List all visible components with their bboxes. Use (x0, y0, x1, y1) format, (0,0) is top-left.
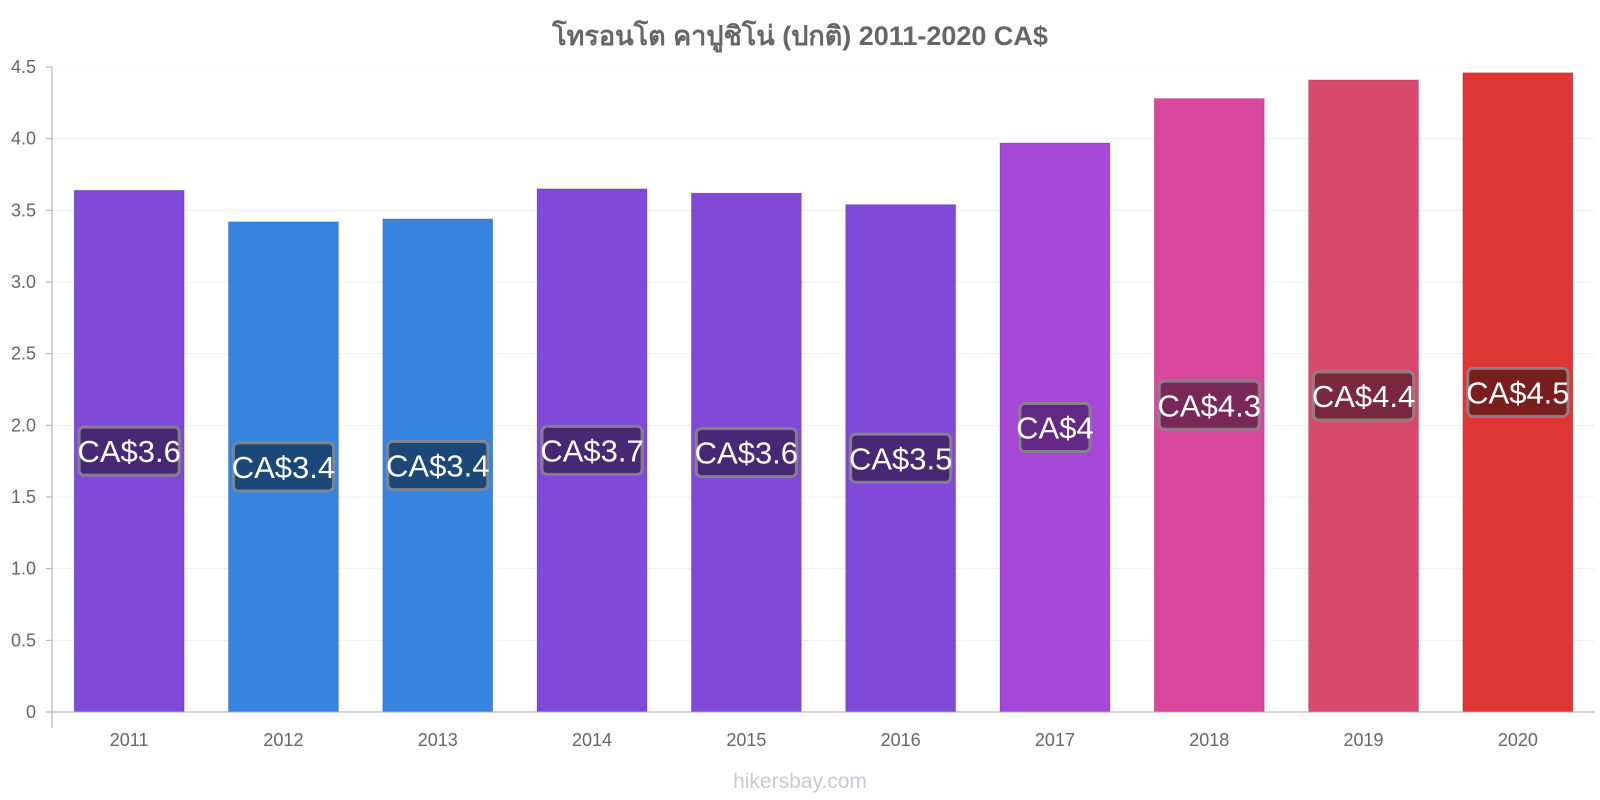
x-tick-label: 2019 (1344, 730, 1384, 750)
y-tick-label: 4.5 (11, 57, 36, 77)
data-label: CA$3.5 (849, 441, 952, 476)
data-label: CA$3.4 (232, 450, 335, 485)
y-tick-label: 2.0 (11, 415, 36, 435)
data-label: CA$4.5 (1466, 375, 1569, 410)
y-tick-label: 3.0 (11, 272, 36, 292)
data-label-box (1312, 370, 1416, 422)
axes: 0 0.5 1.0 1.5 2.0 2.5 3.0 3.5 4.0 4.5 2011 2012 2013… (11, 57, 1595, 750)
data-label-box (540, 424, 644, 476)
data-label: CA$4 (1016, 410, 1094, 445)
data-label-box (694, 427, 798, 479)
data-label: CA$4.3 (1158, 388, 1261, 423)
x-tick-label: 2013 (418, 730, 458, 750)
data-label-box (386, 439, 490, 491)
data-label-box (231, 441, 335, 493)
watermark: hikersbay.com (733, 770, 867, 793)
chart-title: โทรอนโต คาปูชิโน่ (ปกติ) 2011-2020 CA$ (552, 21, 1048, 51)
data-label: CA$3.4 (386, 448, 489, 483)
data-label-box (1018, 401, 1092, 453)
data-labels: CA$3.6 CA$3.4 CA$3.4 CA$3.7 CA$3.6 CA$3.5 CA$4… (77, 366, 1570, 493)
x-tick-label: 2020 (1498, 730, 1538, 750)
data-label: CA$3.6 (695, 436, 798, 471)
y-tick-label: 2.5 (11, 344, 36, 364)
y-tick-label: 1.5 (11, 487, 36, 507)
x-tick-label: 2018 (1189, 730, 1229, 750)
y-tick-label: 3.5 (11, 200, 36, 220)
x-tick-label: 2017 (1035, 730, 1075, 750)
y-tick-label: 1.0 (11, 559, 36, 579)
data-label-box (1466, 366, 1570, 418)
y-tick-label: 4.0 (11, 129, 36, 149)
data-label-box (849, 432, 953, 484)
data-label: CA$4.4 (1312, 379, 1415, 414)
x-tick-label: 2011 (110, 730, 149, 750)
x-tick-label: 2014 (572, 730, 612, 750)
data-label: CA$3.6 (77, 434, 180, 469)
data-label: CA$3.7 (540, 433, 643, 468)
x-tick-label: 2015 (726, 730, 766, 750)
x-tick-label: 2012 (263, 730, 303, 750)
data-label-box (1157, 379, 1261, 431)
y-tick-label: 0.5 (11, 630, 36, 650)
y-tick-label: 0 (26, 702, 36, 722)
x-tick-label: 2016 (881, 730, 921, 750)
data-label-box (77, 425, 181, 477)
